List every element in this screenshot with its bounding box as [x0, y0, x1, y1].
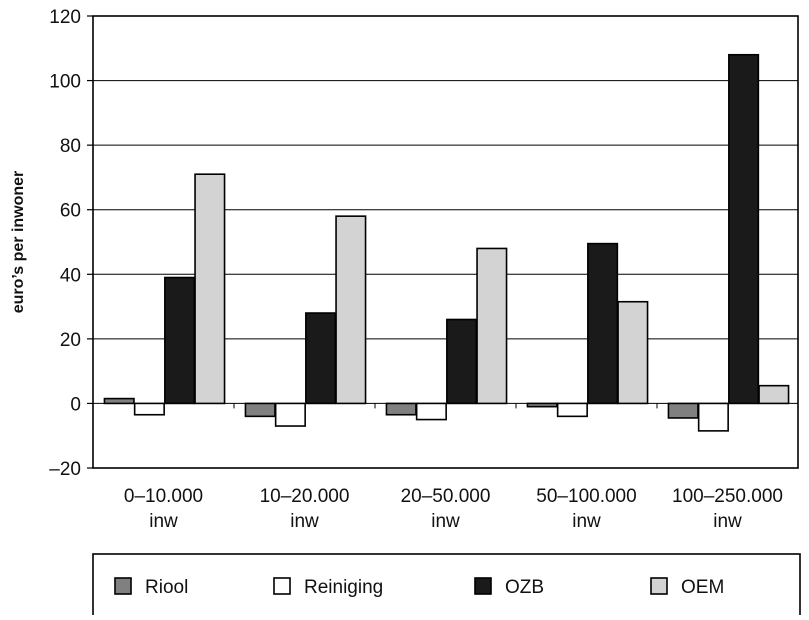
y-axis-label: euro’s per inwoner — [10, 171, 27, 314]
bar-oem — [335, 215, 367, 405]
bar-riool — [103, 397, 135, 405]
x-tick-label: inw — [149, 511, 178, 532]
y-tick-labels: 120 100 80 60 40 20 0 –20 — [49, 7, 81, 480]
x-tick-label: 0–10.000 — [124, 486, 203, 507]
bar-reiniging — [556, 402, 588, 418]
x-tick-label: inw — [431, 511, 460, 532]
legend-label: OEM — [681, 577, 724, 598]
axes — [87, 15, 799, 469]
y-tick-label: 80 — [60, 136, 81, 157]
legend-label: Riool — [145, 577, 188, 598]
legend-swatch-riool — [114, 577, 132, 595]
bar-oem — [476, 247, 508, 405]
bar-riool — [244, 402, 276, 418]
y-tick-label: 0 — [70, 394, 81, 415]
x-tick-label: 100–250.000 — [672, 486, 783, 507]
bar-ozb — [728, 53, 760, 405]
x-tick-label: 10–20.000 — [260, 486, 350, 507]
x-tick-label: inw — [713, 511, 742, 532]
x-tick-label: 50–100.000 — [536, 486, 636, 507]
x-tick-labels: 0–10.000 inw 10–20.000 inw 20–50.000 inw 50–10… — [124, 486, 783, 532]
bars — [103, 53, 790, 432]
bar-oem — [617, 300, 649, 405]
legend-label: OZB — [505, 577, 544, 598]
bar-ozb — [446, 318, 478, 405]
bar-riool — [667, 402, 699, 419]
bar-oem — [194, 173, 226, 405]
y-tick-label: 60 — [60, 201, 81, 222]
x-tick-label: inw — [572, 511, 601, 532]
legend-swatch-reiniging — [273, 577, 291, 595]
x-tick-label: inw — [290, 511, 319, 532]
bar-ozb — [305, 312, 337, 405]
bar-reiniging — [133, 402, 165, 416]
y-tick-label: –20 — [49, 459, 81, 480]
bar-riool — [385, 402, 417, 416]
y-tick-label: 20 — [60, 330, 81, 351]
y-tick-label: 120 — [49, 7, 81, 28]
bar-reiniging — [697, 402, 729, 432]
legend-swatch-ozb — [474, 577, 492, 595]
bar-riool — [526, 402, 558, 408]
bar-reiniging — [274, 402, 306, 427]
plot-frame — [92, 15, 799, 469]
bar-ozb — [164, 276, 196, 405]
legend-swatch-oem — [650, 577, 668, 595]
bar-ozb — [587, 242, 619, 405]
y-tick-label: 40 — [60, 265, 81, 286]
bar-oem — [758, 384, 790, 405]
legend: Riool Reiniging OZB OEM — [92, 553, 801, 617]
bar-reiniging — [415, 402, 447, 421]
y-tick-label: 100 — [49, 72, 81, 93]
x-tick-label: 20–50.000 — [401, 486, 491, 507]
legend-box — [92, 553, 801, 617]
legend-label: Reiniging — [304, 577, 383, 598]
